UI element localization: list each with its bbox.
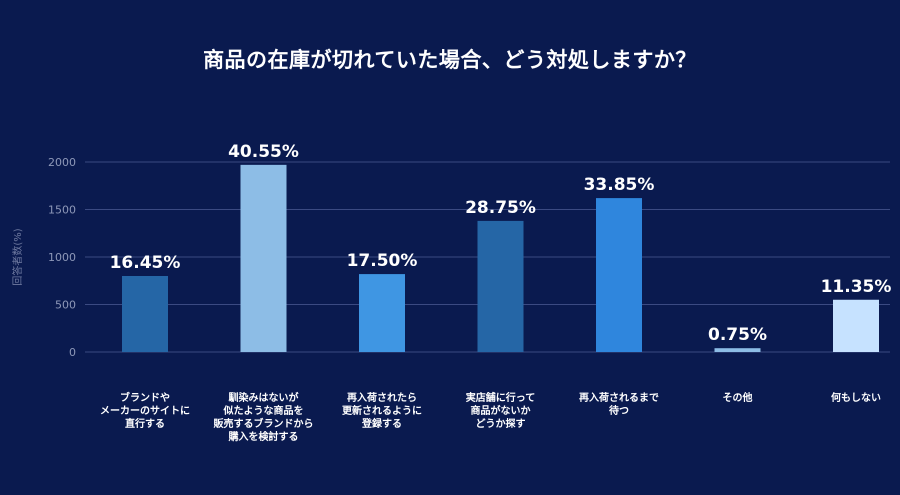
y-tick-label: 1500 xyxy=(48,204,76,217)
category-label: 実店舗に行って 商品がないか どうか探す xyxy=(465,393,536,430)
data-label: 0.75% xyxy=(708,325,767,345)
bar xyxy=(596,198,642,352)
bar xyxy=(714,348,761,352)
y-tick-label: 500 xyxy=(55,299,76,312)
data-label: 16.45% xyxy=(110,253,181,273)
bar xyxy=(833,299,879,352)
data-label: 33.85% xyxy=(584,175,655,195)
category-label: 何もしない xyxy=(831,393,881,404)
y-tick-label: 1000 xyxy=(48,251,76,264)
category-label: 馴染みはないが 似たような商品を 販売するブランドから 購入を検討する xyxy=(213,393,314,443)
bar xyxy=(359,274,405,352)
bar xyxy=(122,276,168,352)
y-axis-label: 回答者数(%) xyxy=(11,228,24,285)
y-tick-label: 0 xyxy=(69,346,76,359)
y-tick-label: 2000 xyxy=(48,156,76,169)
data-label: 28.75% xyxy=(465,198,536,218)
chart-title: 商品の在庫が切れていた場合、どう対処しますか？ xyxy=(203,48,697,72)
data-label: 40.55% xyxy=(228,142,299,162)
category-label: その他 xyxy=(722,393,753,404)
bar xyxy=(477,220,524,352)
data-label: 11.35% xyxy=(821,277,892,297)
category-label: 再入荷されたら 更新されるように 登録する xyxy=(342,393,422,430)
bar xyxy=(240,164,287,352)
category-label: ブランドや メーカーのサイトに 直行する xyxy=(100,393,190,430)
category-label: 再入荷されるまで 待つ xyxy=(579,393,659,417)
data-label: 17.50% xyxy=(347,251,418,271)
